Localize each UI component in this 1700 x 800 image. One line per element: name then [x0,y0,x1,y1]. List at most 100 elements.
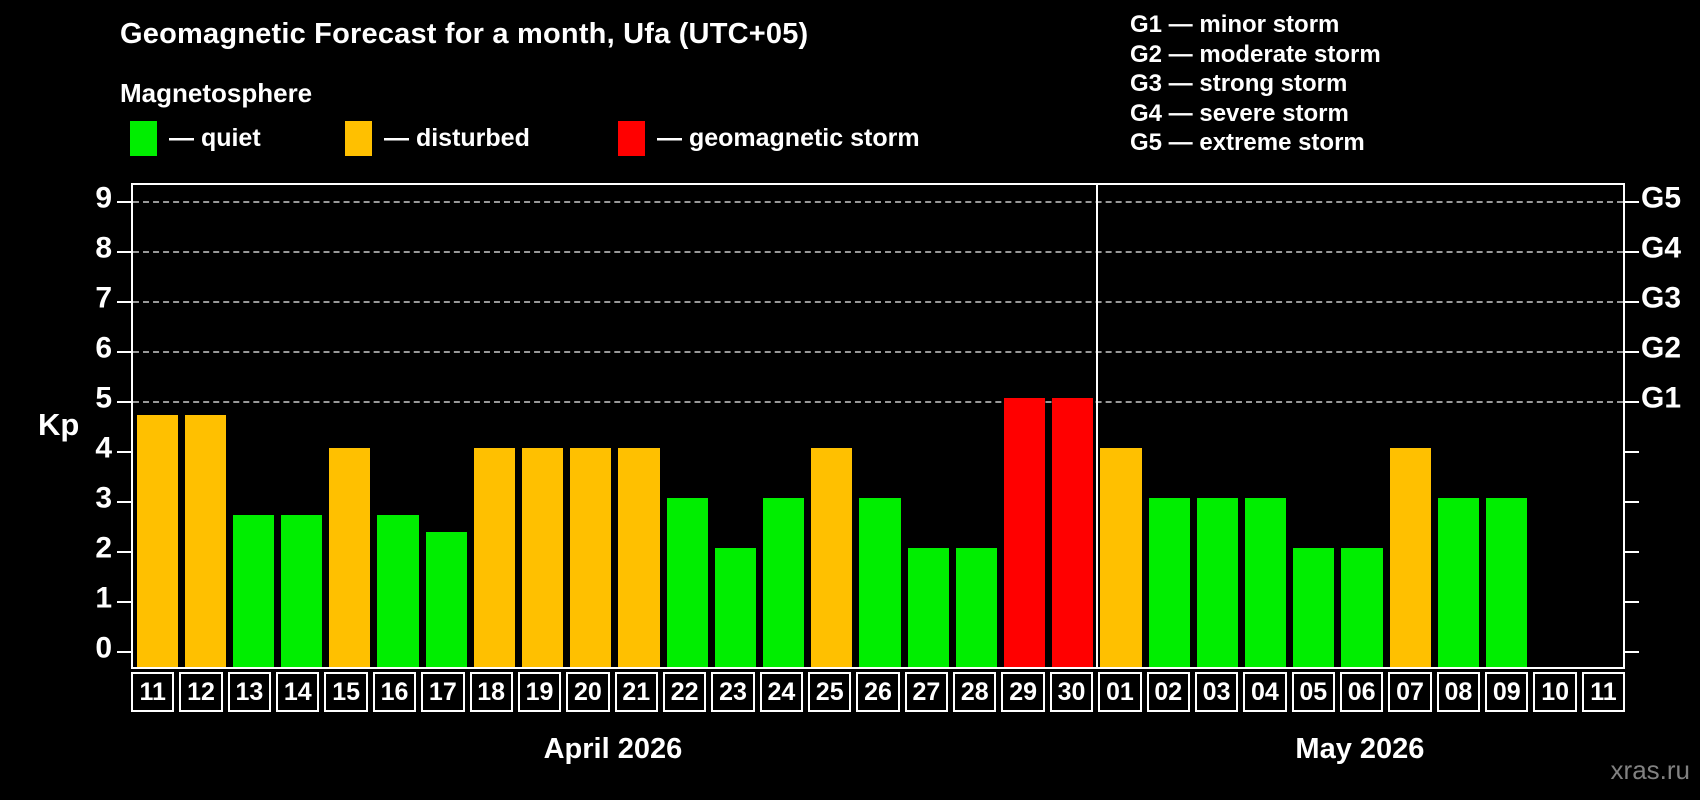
y-axis-label-3: 3 [95,481,112,515]
y-axis-label-8: 8 [95,231,112,265]
date-cell-08: 08 [1436,672,1481,712]
kp-bar-april-25 [811,448,853,667]
kp-bar-april-23 [714,548,756,667]
legend-item-label: — quiet [169,124,261,152]
kp-bar-april-11 [136,414,178,667]
date-axis: 11 12 13 14 15 16 17 18 19 20 21 22 23 24 25 26 27 28 29 30… [131,672,1626,712]
date-cell-17: 17 [421,672,465,712]
quiet-color-swatch [130,121,157,156]
right-axis-tick [1625,501,1639,503]
date-cell-01: 01 [1098,672,1142,712]
kp-bar-april-27 [907,548,949,667]
date-cell-23: 23 [711,672,755,712]
date-cell-13: 13 [227,672,272,712]
y-axis-label-6: 6 [95,331,112,365]
date-cell-11: 11 [1581,672,1626,712]
legend-item-label: — geomagnetic storm [657,124,920,152]
kp-bar-april-29 [1003,398,1046,667]
right-axis-tick [1625,251,1639,253]
date-cell-25: 25 [808,672,852,712]
y-axis-label-2: 2 [95,531,112,565]
date-cell-15: 15 [324,672,368,712]
kp-bar-april-24 [763,498,805,667]
gridline-kp9 [133,201,1623,203]
month-label-april: April 2026 [543,733,683,765]
left-axis-tick [117,351,131,353]
kp-bar-may-02 [1148,498,1190,667]
date-cell-05: 05 [1291,672,1335,712]
kp-bar-may-05 [1293,548,1335,667]
kp-bar-april-14 [281,514,323,667]
y-axis-label-5: 5 [95,381,112,415]
date-cell-27: 27 [904,672,949,712]
storm-color-swatch [618,121,645,156]
y-axis-label-7: 7 [95,281,112,315]
kp-bar-may-08 [1437,498,1479,667]
g-scale-label-g5: G5 [1641,181,1682,215]
date-cell-07: 07 [1388,672,1432,712]
gridline-kp6 [133,351,1623,353]
y-axis-label-1: 1 [95,581,112,615]
legend-item-disturbed: — disturbed [345,121,530,156]
kp-bar-may-04 [1244,498,1287,667]
kp-bar-april-19 [522,448,564,667]
kp-bar-april-17 [425,531,467,667]
kp-bar-may-03 [1196,498,1238,667]
left-axis-tick [117,451,131,453]
date-cell-14: 14 [276,672,320,712]
g-scale-label-g4: G4 [1641,231,1682,265]
gridline-kp5 [133,401,1623,403]
right-axis-tick [1625,451,1639,453]
month-label-may: May 2026 [1295,733,1425,765]
legend-item-storm: — geomagnetic storm [618,121,920,156]
date-cell-10: 10 [1533,672,1577,712]
date-cell-26: 26 [856,672,900,712]
left-axis-tick [117,551,131,553]
date-cell-16: 16 [372,672,417,712]
kp-axis-title: Kp [38,407,80,442]
kp-bar-april-26 [859,498,901,667]
right-axis-tick [1625,201,1639,203]
date-cell-12: 12 [179,672,223,712]
kp-bar-may-09 [1485,498,1528,667]
g-scale-label-g3: G3 [1641,281,1682,315]
legend-item-quiet: — quiet [130,121,261,156]
date-cell-11: 11 [131,672,175,712]
g-scale-label-g1: G1 [1641,381,1682,415]
date-cell-18: 18 [469,672,513,712]
right-axis-tick [1625,351,1639,353]
date-cell-24: 24 [759,672,804,712]
right-axis-tick [1625,551,1639,553]
left-axis-tick [117,601,131,603]
right-axis-tick [1625,601,1639,603]
date-cell-06: 06 [1339,672,1384,712]
left-axis-tick [117,401,131,403]
left-axis-tick [117,201,131,203]
left-axis-tick [117,651,131,653]
kp-bar-april-12 [184,414,226,667]
date-cell-20: 20 [566,672,610,712]
kp-bar-april-30 [1052,398,1094,667]
gridline-kp7 [133,301,1623,303]
gridline-kp8 [133,251,1623,253]
g-scale-label-g2: G2 [1641,331,1682,365]
left-axis-tick [117,301,131,303]
kp-bar-april-18 [473,448,516,667]
month-separator [1095,185,1098,667]
storm-scale-legend: G1 — minor storm G2 — moderate storm G3 … [1130,10,1381,158]
storm-scale-line-g2: G2 — moderate storm [1130,40,1381,68]
date-cell-04: 04 [1243,672,1287,712]
storm-scale-line-g3: G3 — strong storm [1130,70,1348,97]
storm-scale-line-g4: G4 — severe storm [1130,99,1349,127]
date-cell-19: 19 [517,672,562,712]
kp-bar-april-20 [570,448,612,667]
date-cell-30: 30 [1049,672,1094,712]
right-axis-tick [1625,401,1639,403]
watermark: xras.ru [1610,755,1690,785]
kp-bar-may-01 [1100,448,1142,667]
disturbed-color-swatch [345,121,372,156]
legend-item-label: — disturbed [384,124,530,152]
storm-scale-line-g5: G5 — extreme storm [1130,129,1365,156]
storm-scale-line-g1: G1 — minor storm [1130,11,1340,38]
kp-bar-april-28 [955,548,997,667]
